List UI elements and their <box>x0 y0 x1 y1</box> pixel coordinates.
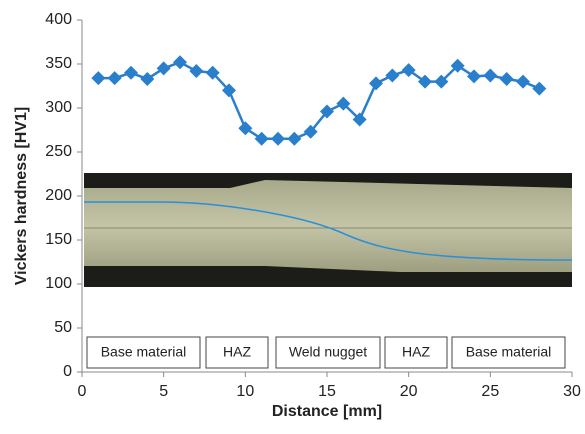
x-tick-label: 30 <box>563 383 581 400</box>
data-point <box>483 68 497 82</box>
page: {"chart_data": {"type": "line", "x_label… <box>0 0 585 434</box>
x-tick-label: 15 <box>318 383 336 400</box>
data-point <box>369 76 383 90</box>
data-point <box>238 121 252 135</box>
y-tick-label: 250 <box>45 143 72 160</box>
zone-label: HAZ <box>223 344 251 360</box>
y-tick-label: 0 <box>63 363 72 380</box>
y-tick-label: 150 <box>45 231 72 248</box>
data-point <box>500 72 514 86</box>
zone-label: Weld nugget <box>289 344 367 360</box>
zone-label: HAZ <box>402 344 430 360</box>
x-tick-label: 0 <box>78 383 87 400</box>
y-tick-label: 50 <box>54 319 72 336</box>
data-point <box>271 132 285 146</box>
zone-label: Base material <box>466 344 552 360</box>
x-tick-label: 5 <box>159 383 168 400</box>
data-point <box>287 132 301 146</box>
zone-labels: Base material HAZ Weld nugget HAZ Base mater… <box>87 337 565 368</box>
data-point <box>108 71 122 85</box>
data-point <box>385 68 399 82</box>
data-point <box>532 82 546 96</box>
y-tick-label: 400 <box>45 11 72 28</box>
data-point <box>173 55 187 69</box>
y-tick-label: 200 <box>45 187 72 204</box>
data-point <box>91 71 105 85</box>
data-point <box>516 75 530 89</box>
x-tick-label: 20 <box>400 383 418 400</box>
data-point <box>255 132 269 146</box>
x-tick-label: 25 <box>481 383 499 400</box>
y-tick-label: 350 <box>45 55 72 72</box>
chart: Distance [mm] Vickers hardness [HV1] 050… <box>0 0 585 429</box>
x-axis-title: Distance [mm] <box>272 403 382 420</box>
y-axis-title: Vickers hardness [HV1] <box>13 107 30 285</box>
data-point <box>140 72 154 86</box>
data-point <box>124 66 138 80</box>
x-tick-label: 10 <box>236 383 254 400</box>
data-point <box>157 61 171 75</box>
y-tick-label: 100 <box>45 275 72 292</box>
zone-label: Base material <box>101 344 187 360</box>
data-point <box>189 64 203 78</box>
micrograph <box>84 173 572 287</box>
data-point <box>467 69 481 83</box>
y-tick-label: 300 <box>45 99 72 116</box>
